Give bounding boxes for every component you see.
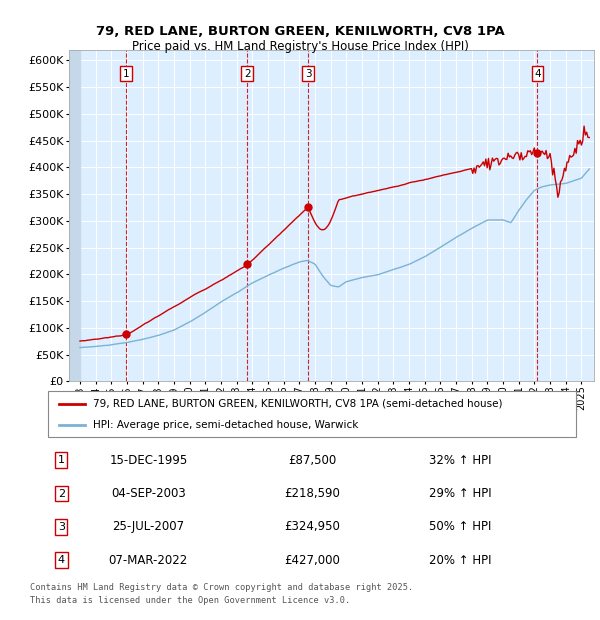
Text: 04-SEP-2003: 04-SEP-2003: [111, 487, 185, 500]
Text: 15-DEC-1995: 15-DEC-1995: [109, 454, 187, 467]
Text: 20% ↑ HPI: 20% ↑ HPI: [428, 554, 491, 567]
Text: This data is licensed under the Open Government Licence v3.0.: This data is licensed under the Open Gov…: [30, 596, 350, 606]
FancyBboxPatch shape: [48, 391, 576, 437]
Text: 79, RED LANE, BURTON GREEN, KENILWORTH, CV8 1PA: 79, RED LANE, BURTON GREEN, KENILWORTH, …: [95, 25, 505, 38]
Text: 29% ↑ HPI: 29% ↑ HPI: [428, 487, 491, 500]
Text: 3: 3: [305, 69, 311, 79]
Bar: [69, 50, 80, 381]
Text: £87,500: £87,500: [288, 454, 336, 467]
Text: 4: 4: [534, 69, 541, 79]
Text: 1: 1: [123, 69, 130, 79]
Text: 25-JUL-2007: 25-JUL-2007: [112, 520, 184, 533]
Text: 32% ↑ HPI: 32% ↑ HPI: [428, 454, 491, 467]
Text: 79, RED LANE, BURTON GREEN, KENILWORTH, CV8 1PA (semi-detached house): 79, RED LANE, BURTON GREEN, KENILWORTH, …: [93, 399, 502, 409]
Text: £427,000: £427,000: [284, 554, 340, 567]
Text: £324,950: £324,950: [284, 520, 340, 533]
Text: 1: 1: [58, 455, 65, 465]
Text: 4: 4: [58, 555, 65, 565]
Text: 07-MAR-2022: 07-MAR-2022: [109, 554, 188, 567]
Text: 2: 2: [58, 489, 65, 498]
Text: £218,590: £218,590: [284, 487, 340, 500]
Text: 3: 3: [58, 522, 65, 532]
Text: 50% ↑ HPI: 50% ↑ HPI: [428, 520, 491, 533]
Text: Contains HM Land Registry data © Crown copyright and database right 2025.: Contains HM Land Registry data © Crown c…: [30, 583, 413, 592]
Text: HPI: Average price, semi-detached house, Warwick: HPI: Average price, semi-detached house,…: [93, 420, 358, 430]
Text: 2: 2: [244, 69, 250, 79]
Text: Price paid vs. HM Land Registry's House Price Index (HPI): Price paid vs. HM Land Registry's House …: [131, 40, 469, 53]
